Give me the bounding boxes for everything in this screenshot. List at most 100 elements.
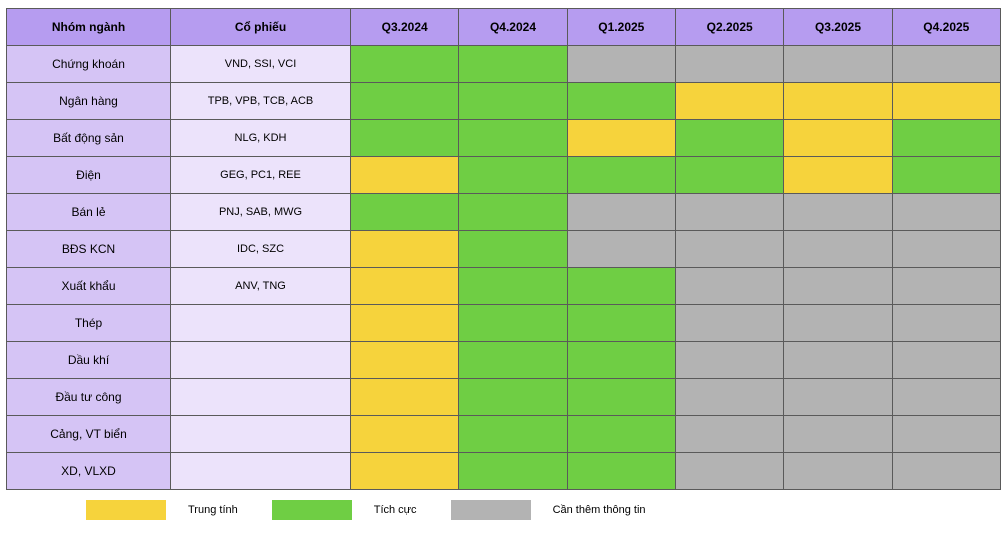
status-cell: [459, 157, 567, 194]
status-cell: [892, 379, 1000, 416]
legend-item-positive: Tích cực: [272, 500, 417, 520]
stock-cell: [171, 342, 351, 379]
stock-cell: IDC, SZC: [171, 231, 351, 268]
sector-cell: Điện: [7, 157, 171, 194]
status-cell: [675, 46, 783, 83]
stock-cell: [171, 305, 351, 342]
header-sector: Nhóm ngành: [7, 9, 171, 46]
status-cell: [351, 268, 459, 305]
status-cell: [351, 305, 459, 342]
table-row: XD, VLXD: [7, 453, 1001, 490]
table-row: Ngân hàngTPB, VPB, TCB, ACB: [7, 83, 1001, 120]
table-row: ĐiệnGEG, PC1, REE: [7, 157, 1001, 194]
status-cell: [351, 120, 459, 157]
status-cell: [459, 453, 567, 490]
status-cell: [784, 416, 892, 453]
header-quarter: Q3.2025: [784, 9, 892, 46]
status-cell: [567, 231, 675, 268]
status-cell: [459, 194, 567, 231]
status-cell: [784, 453, 892, 490]
status-cell: [459, 46, 567, 83]
status-cell: [675, 120, 783, 157]
table-row: Dầu khí: [7, 342, 1001, 379]
status-cell: [459, 268, 567, 305]
status-cell: [351, 46, 459, 83]
sector-cell: Bất động sản: [7, 120, 171, 157]
status-cell: [459, 416, 567, 453]
stock-cell: [171, 379, 351, 416]
status-cell: [351, 83, 459, 120]
legend-item-needinfo: Cần thêm thông tin: [451, 500, 646, 520]
header-quarter: Q2.2025: [675, 9, 783, 46]
sector-cell: Đầu tư công: [7, 379, 171, 416]
status-cell: [892, 120, 1000, 157]
stock-cell: [171, 453, 351, 490]
status-cell: [567, 268, 675, 305]
legend-label: Cần thêm thông tin: [553, 504, 646, 516]
status-cell: [675, 416, 783, 453]
status-cell: [784, 379, 892, 416]
table-header: Nhóm ngành Cổ phiếu Q3.2024 Q4.2024 Q1.2…: [7, 9, 1001, 46]
legend: Trung tính Tích cực Cần thêm thông tin: [6, 500, 1001, 520]
status-cell: [784, 46, 892, 83]
status-cell: [459, 120, 567, 157]
status-cell: [567, 157, 675, 194]
sector-cell: XD, VLXD: [7, 453, 171, 490]
table-row: Bán lẻPNJ, SAB, MWG: [7, 194, 1001, 231]
status-cell: [675, 379, 783, 416]
sector-cell: Dầu khí: [7, 342, 171, 379]
status-cell: [675, 305, 783, 342]
status-cell: [675, 342, 783, 379]
status-cell: [459, 83, 567, 120]
status-cell: [892, 416, 1000, 453]
legend-label: Trung tính: [188, 504, 238, 516]
stock-cell: NLG, KDH: [171, 120, 351, 157]
stock-cell: VND, SSI, VCI: [171, 46, 351, 83]
status-cell: [567, 83, 675, 120]
header-quarter: Q4.2025: [892, 9, 1000, 46]
status-cell: [892, 83, 1000, 120]
sector-cell: Thép: [7, 305, 171, 342]
stock-cell: [171, 416, 351, 453]
legend-label: Tích cực: [374, 504, 417, 516]
status-cell: [351, 157, 459, 194]
status-cell: [784, 305, 892, 342]
status-cell: [675, 453, 783, 490]
sector-cell: Bán lẻ: [7, 194, 171, 231]
status-cell: [459, 379, 567, 416]
header-stock: Cổ phiếu: [171, 9, 351, 46]
status-cell: [892, 231, 1000, 268]
status-cell: [784, 194, 892, 231]
status-cell: [675, 231, 783, 268]
status-cell: [567, 120, 675, 157]
table-body: Chứng khoánVND, SSI, VCINgân hàngTPB, VP…: [7, 46, 1001, 490]
sector-cell: BĐS KCN: [7, 231, 171, 268]
table-row: Chứng khoánVND, SSI, VCI: [7, 46, 1001, 83]
stock-cell: GEG, PC1, REE: [171, 157, 351, 194]
stock-cell: PNJ, SAB, MWG: [171, 194, 351, 231]
status-cell: [784, 83, 892, 120]
status-cell: [892, 157, 1000, 194]
legend-swatch: [451, 500, 531, 520]
table-row: Cảng, VT biển: [7, 416, 1001, 453]
status-cell: [351, 342, 459, 379]
status-cell: [351, 379, 459, 416]
legend-item-neutral: Trung tính: [86, 500, 238, 520]
status-cell: [351, 231, 459, 268]
status-cell: [567, 46, 675, 83]
status-cell: [567, 342, 675, 379]
legend-swatch: [86, 500, 166, 520]
legend-swatch: [272, 500, 352, 520]
status-cell: [675, 268, 783, 305]
status-cell: [675, 83, 783, 120]
status-cell: [567, 194, 675, 231]
stock-cell: TPB, VPB, TCB, ACB: [171, 83, 351, 120]
table-row: Thép: [7, 305, 1001, 342]
status-cell: [892, 453, 1000, 490]
status-cell: [784, 120, 892, 157]
status-cell: [351, 453, 459, 490]
status-cell: [784, 268, 892, 305]
status-cell: [351, 194, 459, 231]
table-row: Đầu tư công: [7, 379, 1001, 416]
status-cell: [892, 342, 1000, 379]
